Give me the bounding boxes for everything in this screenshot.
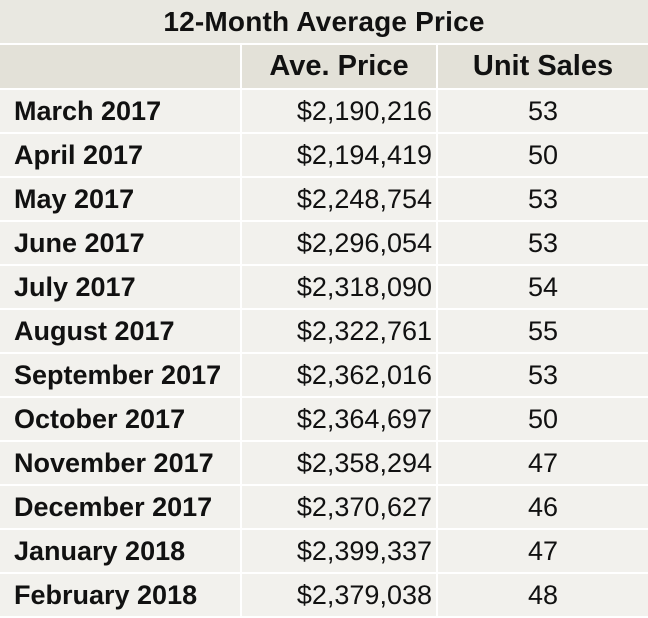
row-price-cell: $2,318,090	[240, 265, 437, 310]
row-month-cell: May 2017	[0, 177, 241, 222]
row-sales-cell: 50	[436, 397, 648, 442]
table-row: January 2018 $2,399,337 47	[0, 529, 648, 574]
row-month-cell: October 2017	[0, 397, 241, 442]
row-sales-cell: 47	[436, 529, 648, 574]
table-body: March 2017 $2,190,216 53 April 2017 $2,194,4…	[0, 89, 648, 618]
table-row: October 2017 $2,364,697 50	[0, 397, 648, 442]
row-month-cell: February 2018	[0, 573, 241, 618]
row-price-cell: $2,190,216	[240, 89, 437, 134]
row-price-cell: $2,194,419	[240, 133, 437, 178]
row-sales-cell: 53	[436, 221, 648, 266]
row-month-cell: July 2017	[0, 265, 241, 310]
header-unit-sales: Unit Sales	[436, 44, 648, 90]
row-month-cell: March 2017	[0, 89, 241, 134]
row-sales-cell: 55	[436, 309, 648, 354]
row-price-cell: $2,296,054	[240, 221, 437, 266]
row-month-cell: August 2017	[0, 309, 241, 354]
row-price-cell: $2,379,038	[240, 573, 437, 618]
row-sales-cell: 53	[436, 353, 648, 398]
row-price-cell: $2,364,697	[240, 397, 437, 442]
row-sales-cell: 53	[436, 177, 648, 222]
row-price-cell: $2,358,294	[240, 441, 437, 486]
row-month-cell: November 2017	[0, 441, 241, 486]
table-row: August 2017 $2,322,761 55	[0, 309, 648, 354]
header-ave-price: Ave. Price	[240, 44, 437, 90]
table-title-row: 12-Month Average Price	[0, 0, 648, 45]
table-row: December 2017 $2,370,627 46	[0, 485, 648, 530]
table-row: July 2017 $2,318,090 54	[0, 265, 648, 310]
column-header-row: Ave. Price Unit Sales	[0, 44, 648, 90]
row-month-cell: September 2017	[0, 353, 241, 398]
table-row: April 2017 $2,194,419 50	[0, 133, 648, 178]
row-sales-cell: 53	[436, 89, 648, 134]
table-row: September 2017 $2,362,016 53	[0, 353, 648, 398]
row-price-cell: $2,399,337	[240, 529, 437, 574]
row-price-cell: $2,248,754	[240, 177, 437, 222]
row-month-cell: January 2018	[0, 529, 241, 574]
table-row: March 2017 $2,190,216 53	[0, 89, 648, 134]
row-sales-cell: 46	[436, 485, 648, 530]
row-month-cell: June 2017	[0, 221, 241, 266]
row-price-cell: $2,362,016	[240, 353, 437, 398]
table-row: November 2017 $2,358,294 47	[0, 441, 648, 486]
row-sales-cell: 54	[436, 265, 648, 310]
row-sales-cell: 48	[436, 573, 648, 618]
table-row: February 2018 $2,379,038 48	[0, 573, 648, 618]
row-price-cell: $2,370,627	[240, 485, 437, 530]
row-month-cell: December 2017	[0, 485, 241, 530]
table-row: June 2017 $2,296,054 53	[0, 221, 648, 266]
row-sales-cell: 47	[436, 441, 648, 486]
table-row: May 2017 $2,248,754 53	[0, 177, 648, 222]
row-price-cell: $2,322,761	[240, 309, 437, 354]
row-month-cell: April 2017	[0, 133, 241, 178]
table-title: 12-Month Average Price	[0, 0, 648, 45]
row-sales-cell: 50	[436, 133, 648, 178]
header-month	[0, 44, 241, 90]
